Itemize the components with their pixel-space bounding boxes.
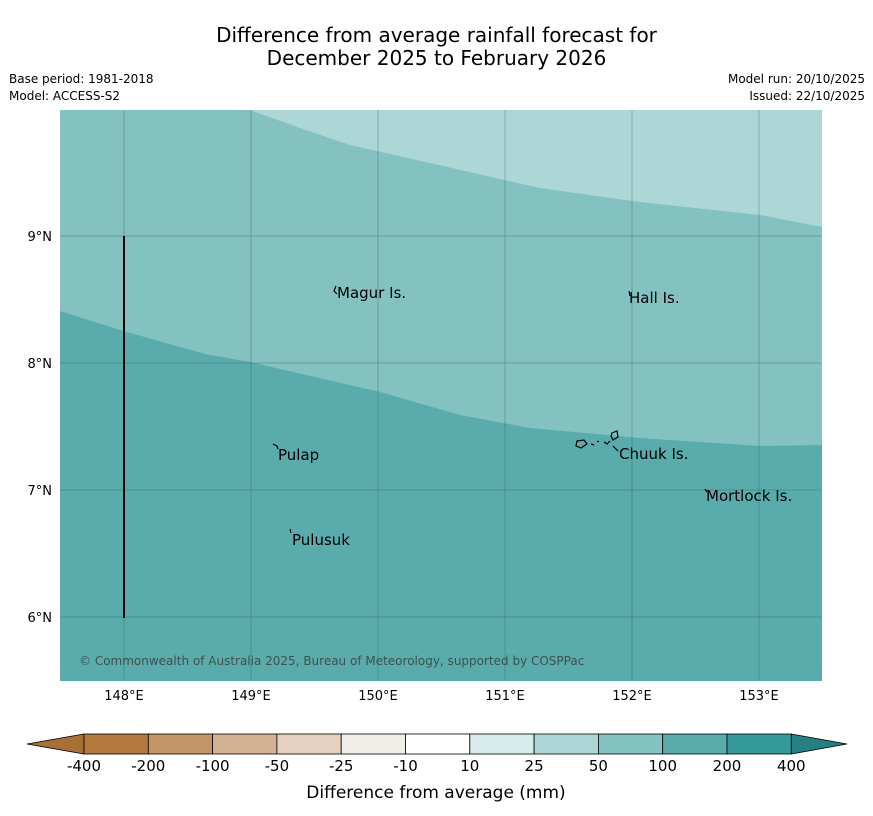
island-mortlock bbox=[704, 488, 708, 493]
lon-tick-label: 153°E bbox=[739, 689, 779, 704]
place-label-magur: Magur Is. bbox=[337, 284, 406, 302]
legend-swatch bbox=[212, 733, 278, 755]
island-pulap bbox=[272, 443, 279, 450]
place-labels: Magur Is. Hall Is. Pulap Chuuk Is. Mortl… bbox=[278, 284, 792, 549]
legend-arrow-low bbox=[26, 733, 85, 755]
legend-swatch bbox=[469, 733, 535, 755]
place-label-hall: Hall Is. bbox=[629, 289, 680, 307]
lat-tick-label: 7°N bbox=[28, 484, 53, 499]
legend-tick-label: -25 bbox=[329, 757, 354, 775]
lon-tick-label: 150°E bbox=[358, 689, 398, 704]
rainfall-zones bbox=[60, 110, 822, 681]
model-run-text: Model run: 20/10/2025 bbox=[727, 72, 865, 86]
place-label-pulap: Pulap bbox=[278, 446, 319, 464]
lat-tick-label: 6°N bbox=[28, 611, 53, 626]
legend-title: Difference from average (mm) bbox=[306, 783, 565, 803]
legend-swatch bbox=[147, 733, 214, 755]
lon-tick-label: 149°E bbox=[231, 689, 271, 704]
place-label-mortlock: Mortlock Is. bbox=[706, 487, 792, 505]
model-text: Model: ACCESS-S2 bbox=[9, 89, 121, 103]
legend-swatch bbox=[598, 733, 664, 755]
island-pulusuk bbox=[289, 528, 292, 534]
lat-tick-labels: 9°N 8°N 7°N 6°N bbox=[28, 230, 53, 626]
legend-labels: -400 -200 -100 -50 -25 -10 10 25 50 100 200 400 bbox=[67, 757, 806, 775]
legend-tick-label: 50 bbox=[589, 757, 608, 775]
zone-25-50 bbox=[250, 110, 822, 227]
island-chuuk bbox=[575, 430, 619, 452]
lat-tick-label: 8°N bbox=[28, 357, 53, 372]
legend-arrow-high bbox=[790, 733, 848, 755]
legend-tick-label: -400 bbox=[67, 757, 101, 775]
place-label-chuuk: Chuuk Is. bbox=[619, 445, 688, 463]
legend-swatch bbox=[533, 733, 599, 755]
legend-swatch bbox=[726, 733, 792, 755]
legend-tick-label: 100 bbox=[648, 757, 677, 775]
legend-swatch bbox=[405, 733, 471, 755]
legend-tick-label: 10 bbox=[460, 757, 479, 775]
place-label-pulusuk: Pulusuk bbox=[292, 531, 350, 549]
legend-tick-label: -50 bbox=[265, 757, 290, 775]
legend-tick-label: -10 bbox=[393, 757, 418, 775]
map-title-line1: Difference from average rainfall forecas… bbox=[216, 23, 657, 47]
legend-tick-label: -200 bbox=[131, 757, 165, 775]
legend-swatch bbox=[340, 733, 406, 755]
legend-tick-label: -100 bbox=[196, 757, 230, 775]
issued-text: Issued: 22/10/2025 bbox=[749, 89, 865, 103]
legend-swatch bbox=[276, 733, 342, 755]
graticule bbox=[60, 110, 822, 681]
base-period-text: Base period: 1981-2018 bbox=[9, 72, 154, 86]
lon-tick-labels: 148°E 149°E 150°E 151°E 152°E 153°E bbox=[104, 689, 779, 704]
island-outlines bbox=[272, 285, 708, 534]
legend-swatch bbox=[662, 733, 728, 755]
legend-tick-label: 25 bbox=[525, 757, 544, 775]
legend-swatch bbox=[83, 733, 149, 755]
copyright-text: © Commonwealth of Australia 2025, Bureau… bbox=[79, 654, 584, 668]
map-title-line2: December 2025 to February 2026 bbox=[266, 46, 607, 70]
lat-tick-label: 9°N bbox=[28, 230, 53, 245]
lon-tick-label: 152°E bbox=[612, 689, 652, 704]
island-magur bbox=[333, 285, 338, 295]
lon-tick-label: 148°E bbox=[104, 689, 144, 704]
island-hall bbox=[628, 290, 631, 297]
legend-tick-label: 400 bbox=[777, 757, 806, 775]
lon-tick-label: 151°E bbox=[485, 689, 525, 704]
legend-tick-label: 200 bbox=[713, 757, 742, 775]
legend-colorbar bbox=[26, 733, 848, 755]
